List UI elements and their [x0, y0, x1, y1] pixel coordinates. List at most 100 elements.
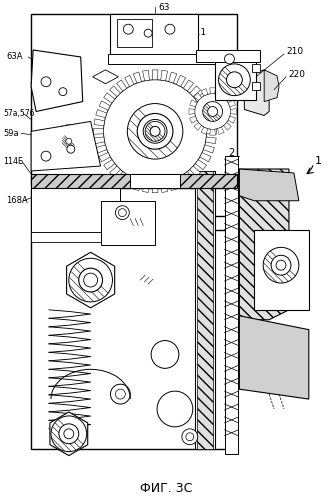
Polygon shape — [200, 101, 211, 110]
Circle shape — [150, 126, 160, 136]
Polygon shape — [239, 169, 299, 200]
Text: 63: 63 — [158, 3, 170, 12]
Polygon shape — [190, 116, 197, 123]
Polygon shape — [161, 182, 168, 192]
Circle shape — [151, 340, 179, 368]
Bar — [224, 156, 238, 454]
Polygon shape — [264, 70, 279, 102]
Circle shape — [67, 145, 75, 153]
Polygon shape — [99, 152, 110, 162]
Bar — [196, 50, 260, 62]
Polygon shape — [53, 130, 59, 136]
Polygon shape — [133, 180, 141, 190]
Polygon shape — [217, 88, 224, 96]
Bar — [109, 54, 237, 64]
Text: 59а: 59а — [3, 129, 19, 138]
Circle shape — [62, 134, 76, 148]
Circle shape — [69, 258, 113, 302]
Polygon shape — [99, 101, 110, 110]
Polygon shape — [31, 50, 83, 112]
Circle shape — [116, 206, 129, 220]
Polygon shape — [79, 146, 85, 152]
Polygon shape — [239, 316, 309, 399]
Polygon shape — [203, 145, 214, 153]
Circle shape — [59, 424, 79, 444]
Text: 211: 211 — [190, 28, 207, 36]
Polygon shape — [143, 182, 149, 192]
Circle shape — [119, 208, 126, 216]
Circle shape — [56, 128, 82, 154]
Circle shape — [137, 114, 173, 149]
Polygon shape — [210, 88, 215, 94]
Circle shape — [186, 433, 194, 440]
Polygon shape — [94, 119, 105, 126]
Polygon shape — [79, 130, 85, 136]
Polygon shape — [176, 176, 186, 188]
Polygon shape — [195, 93, 207, 103]
Polygon shape — [210, 129, 215, 135]
Polygon shape — [152, 183, 158, 192]
Circle shape — [263, 248, 299, 283]
Polygon shape — [31, 122, 101, 171]
Polygon shape — [58, 152, 64, 157]
Polygon shape — [124, 176, 134, 188]
Circle shape — [203, 102, 222, 121]
Polygon shape — [143, 70, 149, 81]
Polygon shape — [224, 93, 231, 100]
Polygon shape — [200, 152, 211, 162]
Polygon shape — [224, 122, 231, 130]
Polygon shape — [67, 252, 115, 308]
Circle shape — [51, 416, 87, 452]
Bar — [252, 64, 260, 72]
Polygon shape — [117, 80, 127, 91]
Polygon shape — [169, 72, 177, 83]
Bar — [118, 20, 152, 47]
Polygon shape — [207, 128, 216, 134]
Polygon shape — [239, 169, 289, 320]
Polygon shape — [94, 128, 104, 134]
Circle shape — [111, 384, 130, 404]
Circle shape — [226, 72, 242, 88]
Circle shape — [182, 429, 198, 444]
Polygon shape — [31, 188, 237, 448]
Polygon shape — [194, 93, 202, 100]
Polygon shape — [228, 116, 235, 123]
Polygon shape — [183, 172, 194, 182]
Text: ФИГ. 3С: ФИГ. 3С — [140, 482, 192, 495]
Circle shape — [143, 120, 167, 143]
Polygon shape — [66, 124, 71, 128]
Polygon shape — [53, 146, 59, 152]
Circle shape — [157, 391, 193, 427]
Polygon shape — [96, 145, 107, 153]
Text: 210: 210 — [286, 48, 303, 56]
Text: 1: 1 — [315, 156, 322, 166]
Polygon shape — [244, 70, 269, 116]
Polygon shape — [50, 412, 88, 456]
Circle shape — [41, 77, 51, 86]
Text: 63А: 63А — [6, 52, 23, 62]
Text: 57а,57б: 57а,57б — [3, 109, 35, 118]
Circle shape — [64, 429, 74, 438]
Polygon shape — [58, 126, 64, 131]
Polygon shape — [183, 80, 194, 91]
Bar — [31, 174, 237, 188]
Polygon shape — [190, 166, 201, 177]
Polygon shape — [194, 122, 202, 130]
Circle shape — [127, 104, 183, 159]
Text: 220: 220 — [288, 70, 305, 80]
Polygon shape — [96, 110, 107, 118]
Bar — [101, 200, 155, 246]
Circle shape — [224, 54, 234, 64]
Circle shape — [41, 151, 51, 161]
Circle shape — [144, 29, 152, 37]
Circle shape — [276, 260, 286, 270]
Bar — [214, 60, 256, 100]
Polygon shape — [230, 108, 236, 114]
Polygon shape — [152, 70, 158, 80]
Polygon shape — [217, 127, 224, 134]
Text: 168А: 168А — [6, 196, 28, 205]
Polygon shape — [169, 180, 177, 190]
Polygon shape — [176, 76, 186, 86]
Polygon shape — [104, 160, 115, 170]
Circle shape — [116, 389, 125, 399]
